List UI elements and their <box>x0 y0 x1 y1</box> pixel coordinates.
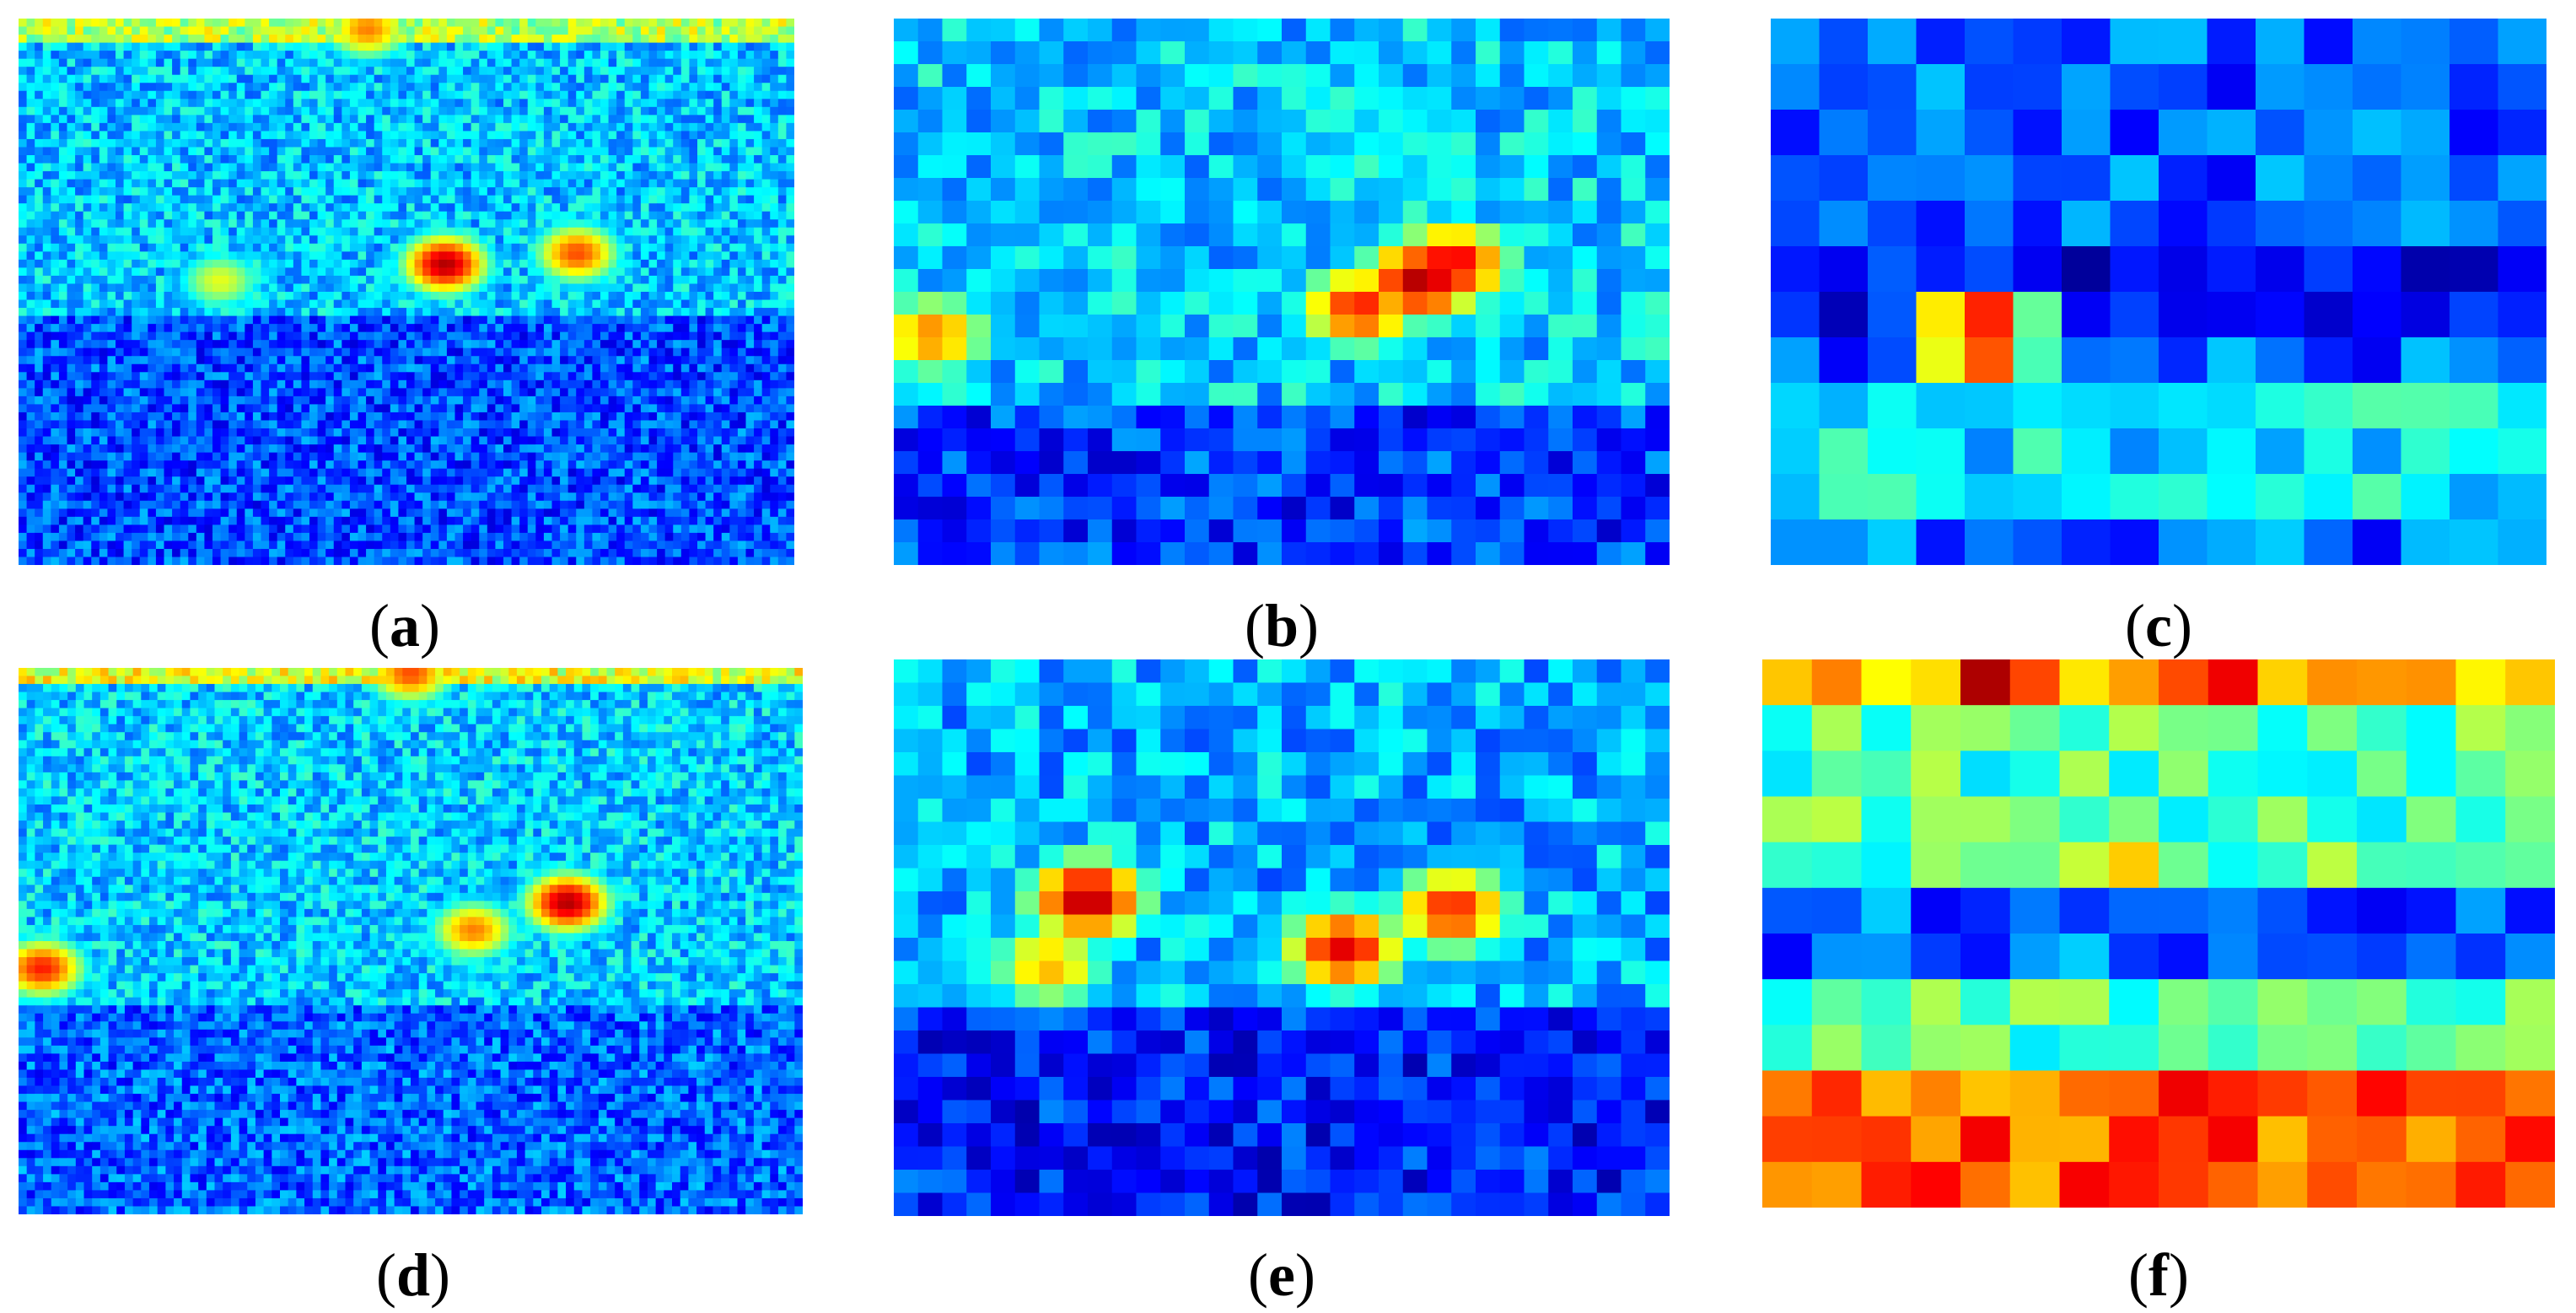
caption-d: (d) <box>375 1241 450 1309</box>
heatmap-panel-a <box>19 19 794 565</box>
caption-b: (b) <box>1244 592 1319 659</box>
heatmap-panel-e <box>894 659 1670 1216</box>
heatmap-c <box>1771 19 2546 565</box>
heatmap-f <box>1762 659 2555 1208</box>
caption-e: (e) <box>1248 1241 1315 1309</box>
heatmap-a <box>19 19 794 565</box>
caption-c: (c) <box>2125 592 2192 659</box>
heatmap-b <box>894 19 1670 565</box>
caption-d-letter: d <box>395 1241 431 1309</box>
caption-a-letter: a <box>390 592 420 659</box>
heatmap-d <box>19 668 803 1214</box>
caption-f-letter: f <box>2148 1241 2169 1309</box>
caption-e-letter: e <box>1268 1241 1295 1309</box>
caption-f: (f) <box>2128 1241 2189 1309</box>
heatmap-panel-f <box>1762 659 2555 1208</box>
caption-c-letter: c <box>2145 592 2172 659</box>
caption-b-letter: b <box>1264 592 1299 659</box>
heatmap-panel-c <box>1771 19 2546 565</box>
heatmap-panel-b <box>894 19 1670 565</box>
heatmap-panel-d <box>19 668 803 1214</box>
heatmap-e <box>894 659 1670 1216</box>
caption-a: (a) <box>369 592 440 659</box>
